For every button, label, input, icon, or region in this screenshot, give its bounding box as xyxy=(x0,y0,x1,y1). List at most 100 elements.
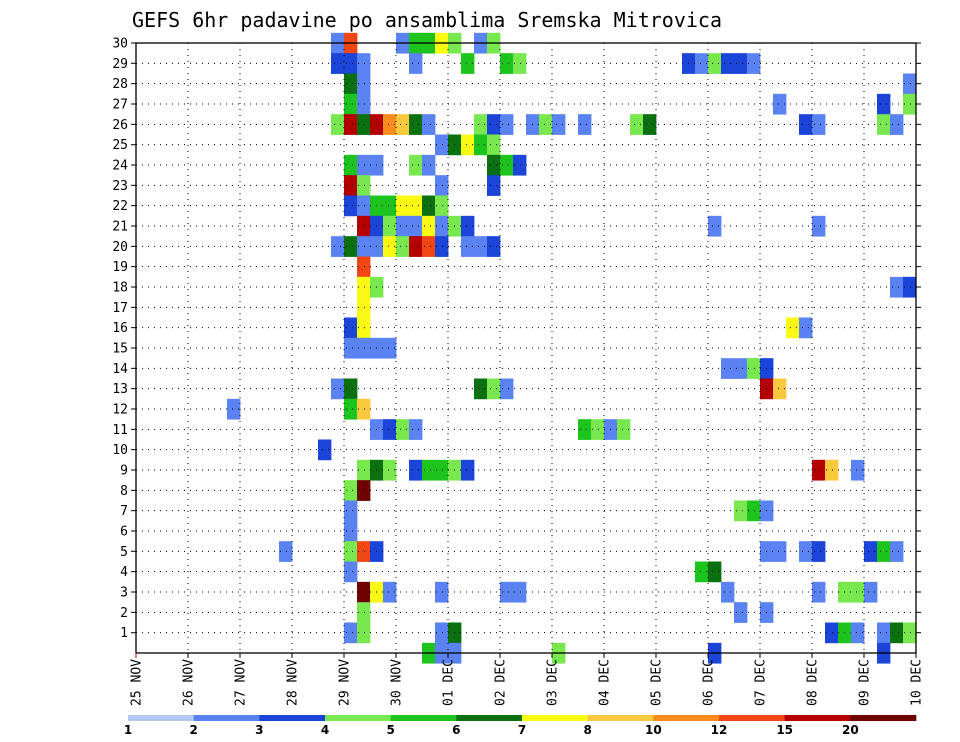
heatmap-cell xyxy=(890,276,904,298)
heatmap-cell xyxy=(799,541,813,562)
x-tick-label: 27 NOV xyxy=(234,659,249,706)
heatmap-cell xyxy=(851,581,865,603)
heatmap-cell xyxy=(409,236,423,257)
heatmap-cell xyxy=(773,93,787,115)
heatmap-cell xyxy=(422,459,436,481)
heatmap-cell xyxy=(721,358,735,379)
heatmap-cell xyxy=(877,622,891,644)
y-axis-ticks: 1234567891011121314151617181920212223242… xyxy=(112,37,921,641)
heatmap-cell xyxy=(578,114,592,135)
heatmap-cell xyxy=(344,520,358,542)
colorbar-label: 5 xyxy=(386,723,394,737)
heatmap-cell xyxy=(435,175,449,196)
heatmap-cell xyxy=(812,581,826,603)
heatmap-cell xyxy=(383,337,397,359)
colorbar-label: 15 xyxy=(776,723,793,737)
heatmap-cell xyxy=(344,500,358,522)
heatmap-cell xyxy=(903,93,917,115)
heatmap-cell xyxy=(227,398,241,420)
heatmap-cell xyxy=(344,337,358,359)
heatmap-cell xyxy=(344,73,358,95)
colorbar-label: 6 xyxy=(452,723,460,737)
heatmap-cell xyxy=(357,337,371,359)
heatmap-cell xyxy=(383,459,397,481)
heatmap-cell xyxy=(435,134,449,156)
heatmap-cell xyxy=(461,215,475,237)
heatmap-cell xyxy=(500,114,514,135)
colorbar-swatch xyxy=(390,715,457,721)
heatmap-cell xyxy=(435,215,449,237)
heatmap-cell xyxy=(357,541,371,562)
heatmap-cell xyxy=(409,154,423,176)
y-tick-label: 16 xyxy=(112,321,128,336)
heatmap-cell xyxy=(344,175,358,196)
heatmap-cell xyxy=(747,53,761,74)
heatmap-cell xyxy=(409,419,423,440)
heatmap-cell xyxy=(500,53,514,74)
heatmap-cell xyxy=(890,622,904,644)
y-tick-label: 29 xyxy=(112,57,128,72)
y-tick-label: 5 xyxy=(120,545,128,560)
heatmap-cell xyxy=(474,378,488,400)
heatmap-cell xyxy=(773,541,787,562)
y-tick-label: 13 xyxy=(112,382,128,397)
heatmap-cell xyxy=(591,419,605,440)
x-tick-label: 03 DEC xyxy=(546,659,561,706)
heatmap-cell xyxy=(331,114,345,135)
heatmap-cell xyxy=(487,378,501,400)
colorbar-label: 8 xyxy=(583,723,591,737)
heatmap-cell xyxy=(734,358,748,379)
heatmap-cell xyxy=(331,378,345,400)
chart-title: GEFS 6hr padavine po ansamblima Sremska … xyxy=(132,8,722,32)
heatmap-cell xyxy=(279,541,293,562)
y-tick-label: 27 xyxy=(112,98,128,113)
x-tick-label: 06 DEC xyxy=(702,659,717,706)
heatmap-cell xyxy=(357,236,371,257)
heatmap-cell xyxy=(318,439,332,461)
colorbar-label: 7 xyxy=(518,723,526,737)
y-tick-label: 15 xyxy=(112,342,128,357)
heatmap-cell xyxy=(396,215,410,237)
x-tick-label: 30 NOV xyxy=(390,659,405,706)
heatmap-cell xyxy=(344,622,358,644)
heatmap-cell xyxy=(344,480,358,501)
colorbar-swatch xyxy=(653,715,720,721)
heatmap-cell xyxy=(474,236,488,257)
y-tick-label: 20 xyxy=(112,240,128,255)
y-tick-label: 28 xyxy=(112,77,128,92)
data-cells xyxy=(227,32,917,664)
heatmap-cell xyxy=(513,581,527,603)
y-tick-label: 26 xyxy=(112,118,128,133)
heatmap-cell xyxy=(903,276,917,298)
colorbar-swatch xyxy=(128,715,194,721)
x-tick-label: 25 NOV xyxy=(130,659,145,706)
heatmap-cell xyxy=(799,114,813,135)
heatmap-cell xyxy=(435,622,449,644)
heatmap-cell xyxy=(721,53,735,74)
heatmap-cell xyxy=(461,459,475,481)
heatmap-cell xyxy=(890,114,904,135)
heatmap-cell xyxy=(435,459,449,481)
heatmap-cell xyxy=(890,541,904,562)
heatmap-cell xyxy=(487,134,501,156)
heatmap-cell xyxy=(487,175,501,196)
heatmap-cell xyxy=(578,419,592,440)
colorbar-swatch xyxy=(850,715,917,721)
colorbar-label: 3 xyxy=(255,723,263,737)
x-tick-label: 28 NOV xyxy=(286,659,301,706)
heatmap-cell xyxy=(851,622,865,644)
x-tick-label: 05 DEC xyxy=(650,659,665,706)
y-tick-label: 7 xyxy=(120,504,128,519)
heatmap-cell xyxy=(344,236,358,257)
colorbar-label: 4 xyxy=(321,723,329,737)
heatmap-cell xyxy=(812,541,826,562)
y-tick-label: 10 xyxy=(112,443,128,458)
heatmap-cell xyxy=(643,114,657,135)
heatmap-cell xyxy=(357,297,371,318)
heatmap-cell xyxy=(825,622,839,644)
heatmap-cell xyxy=(383,195,397,217)
colorbar-swatch xyxy=(259,715,326,721)
colorbar-label: 1 xyxy=(124,723,132,737)
heatmap-cell xyxy=(422,154,436,176)
